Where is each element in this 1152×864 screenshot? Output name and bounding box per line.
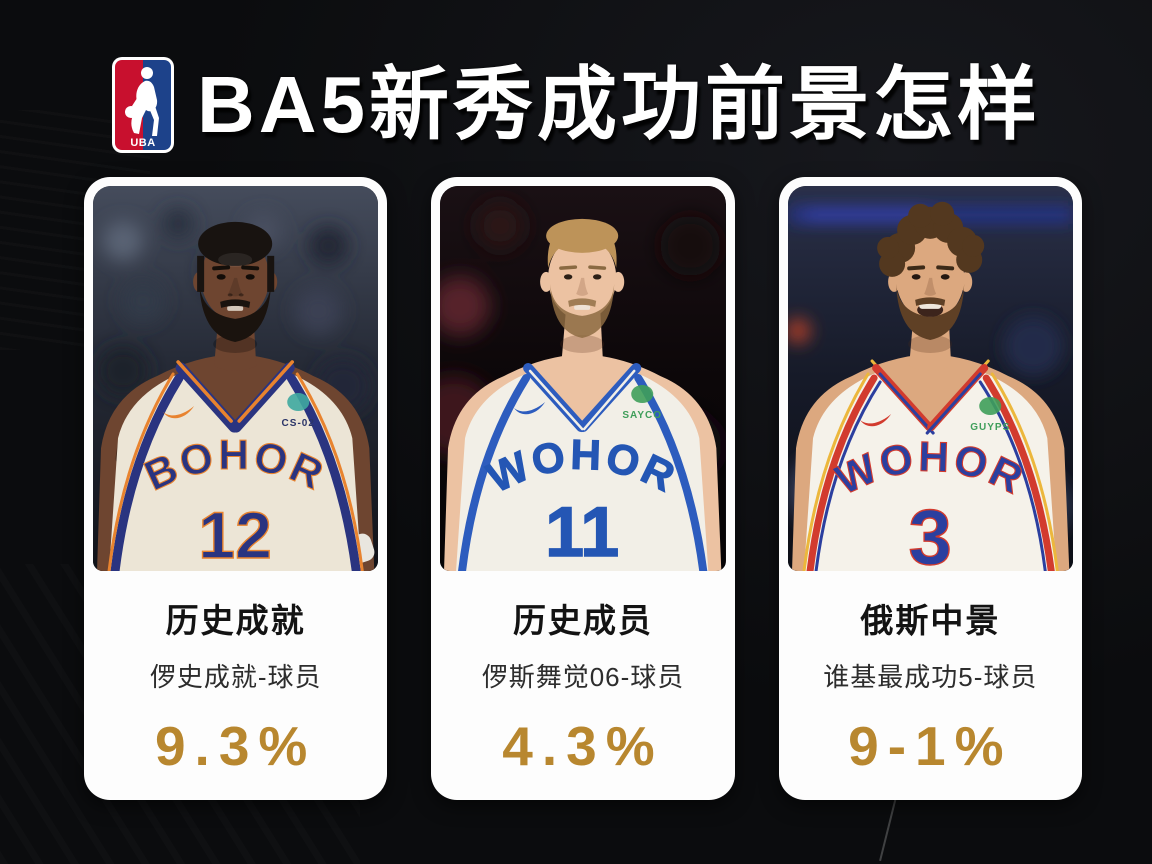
card-value: 9.3%	[154, 715, 317, 777]
card-value: 9-1%	[848, 715, 1013, 777]
cards-row: CS-02 BOHOR 12	[84, 177, 1082, 800]
player-card-2: SAYCO WOHOR 11	[431, 177, 735, 800]
nba-logo-icon: UBA	[111, 57, 174, 153]
card-subtitle: 㑩斯舞觉06-球员	[481, 662, 685, 692]
jersey-number: 3	[908, 493, 951, 571]
card-value: 4.3%	[502, 715, 664, 777]
nike-swoosh-icon	[163, 406, 195, 419]
card-title: 历史成就	[165, 602, 306, 639]
card-info: 俄斯中景 谁基最成功5-球员 9-1%	[788, 571, 1073, 791]
jersey-trim	[802, 359, 1059, 571]
card-title: 俄斯中景	[860, 602, 1001, 639]
player-card-3: GUYPS WOHOR 3	[778, 177, 1082, 800]
curly-hair	[876, 201, 984, 277]
card-info: 历史成就 㑩史成就-球员 9.3%	[93, 571, 378, 791]
page-title: BA5新秀成功前景怎样	[196, 60, 1042, 149]
sponsor-patch: CS-02	[282, 393, 315, 429]
nba-logo-text: UBA	[130, 137, 155, 149]
player-figure: CS-02 BOHOR 12	[97, 221, 375, 571]
card-subtitle: 㑩史成就-球员	[149, 662, 322, 692]
player-figure: GUYPS WOHOR 3	[791, 201, 1069, 571]
card-title: 历史成员	[512, 602, 653, 639]
nike-swoosh-icon	[514, 402, 546, 415]
player-illustration-2: SAYCO WOHOR 11	[440, 186, 726, 571]
blurred-crowd-background	[97, 207, 372, 415]
player-head	[876, 201, 984, 371]
jersey	[456, 371, 709, 571]
player-illustration-1: CS-02 BOHOR 12	[93, 186, 379, 571]
player-photo-3: GUYPS WOHOR 3	[787, 186, 1073, 571]
player-photo-2: SAYCO WOHOR 11	[440, 186, 726, 571]
svg-text:CS-02: CS-02	[282, 418, 315, 429]
jersey	[109, 371, 362, 571]
player-head	[540, 218, 625, 371]
jersey-number: 12	[198, 499, 271, 571]
player-head	[193, 221, 278, 371]
player-illustration-3: GUYPS WOHOR 3	[787, 186, 1073, 571]
player-card-1: CS-02 BOHOR 12	[84, 177, 388, 800]
nike-swoosh-icon	[859, 414, 891, 427]
card-info: 历史成员 㑩斯舞觉06-球员 4.3%	[440, 571, 725, 791]
jersey	[803, 371, 1056, 571]
svg-text:SAYCO: SAYCO	[623, 410, 663, 421]
svg-text:GUYPS: GUYPS	[970, 422, 1010, 433]
header: UBA BA5新秀成功前景怎样	[0, 40, 1152, 170]
sponsor-patch: GUYPS	[970, 397, 1010, 433]
player-figure: SAYCO WOHOR 11	[444, 218, 722, 571]
card-subtitle: 谁基最成功5-球员	[823, 662, 1038, 692]
jersey-number: 11	[545, 493, 619, 571]
player-photo-1: CS-02 BOHOR 12	[93, 186, 379, 571]
sponsor-patch: SAYCO	[623, 385, 663, 421]
nba-player-silhouette	[124, 67, 159, 136]
